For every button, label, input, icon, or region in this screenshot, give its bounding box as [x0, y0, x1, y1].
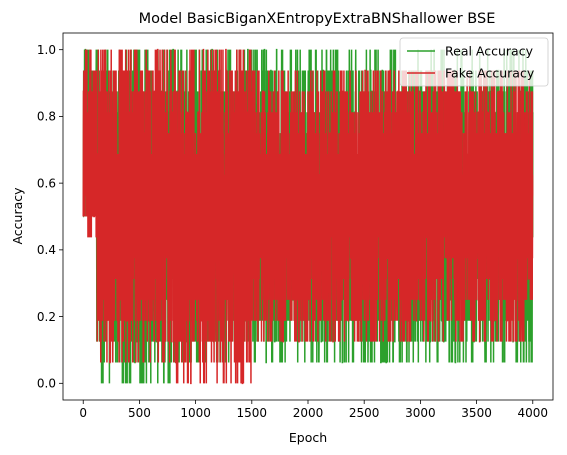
x-tick-label: 2500 — [349, 406, 380, 420]
y-tick-label: 0.8 — [37, 110, 56, 124]
x-tick-label: 2000 — [293, 406, 324, 420]
legend-box — [399, 37, 549, 87]
y-tick-label: 1.0 — [37, 43, 56, 57]
y-tick-label: 0.2 — [37, 310, 56, 324]
x-axis-label: Epoch — [289, 430, 327, 445]
y-tick-label: 0.4 — [37, 243, 56, 257]
x-tick-label: 4000 — [517, 406, 548, 420]
x-tick-label: 0 — [79, 406, 87, 420]
x-tick-label: 1000 — [180, 406, 211, 420]
y-axis-label: Accuracy — [10, 187, 25, 245]
series-layer — [82, 48, 534, 385]
legend-label-fake: Fake Accuracy — [445, 66, 535, 81]
x-tick-label: 500 — [128, 406, 151, 420]
y-axis-ticks: 0.0 0.2 0.4 0.6 0.8 1.0 — [37, 43, 63, 391]
x-tick-label: 3000 — [405, 406, 436, 420]
series-line-fake-accuracy — [82, 48, 534, 385]
x-tick-label: 1500 — [237, 406, 268, 420]
y-tick-label: 0.0 — [37, 377, 56, 391]
x-axis-ticks: 0 500 1000 1500 2000 2500 3000 3500 4000 — [79, 400, 548, 420]
x-tick-label: 3500 — [461, 406, 492, 420]
legend: Real Accuracy Fake Accuracy — [399, 37, 549, 87]
chart-title: Model BasicBiganXEntropyExtraBNShallower… — [139, 11, 496, 27]
y-tick-label: 0.6 — [37, 176, 56, 190]
legend-label-real: Real Accuracy — [445, 44, 534, 59]
